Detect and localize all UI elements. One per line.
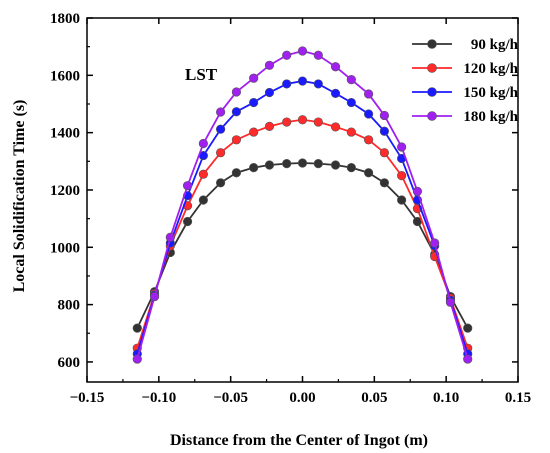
data-point (363, 135, 374, 145)
y-tick-label: 1800 (50, 11, 80, 27)
legend-marker (427, 63, 437, 73)
data-point (346, 75, 356, 85)
data-point (216, 107, 226, 117)
data-point (397, 142, 407, 152)
legend-label: 180 kg/h (463, 109, 518, 125)
legend-label: 90 kg/h (471, 37, 519, 53)
data-point (249, 97, 259, 108)
data-point (282, 117, 292, 127)
data-point (330, 88, 341, 98)
x-tick-label: −0.05 (213, 390, 248, 406)
data-point (249, 127, 259, 137)
y-tick-label: 1400 (50, 126, 80, 142)
data-point (313, 117, 323, 127)
data-point (132, 323, 142, 333)
x-tick-label: 0.00 (289, 390, 315, 406)
data-point (397, 171, 407, 181)
data-point (297, 46, 308, 56)
data-point (313, 79, 323, 89)
data-point (363, 89, 374, 99)
legend-marker (427, 111, 437, 121)
x-tick-label: 0.15 (505, 390, 531, 406)
data-point (330, 62, 341, 72)
x-tick-label: −0.15 (70, 390, 105, 406)
series-4 (132, 46, 473, 364)
data-point (231, 107, 242, 117)
data-point (330, 160, 341, 170)
data-point (182, 181, 193, 191)
plot-layer (132, 46, 473, 364)
data-point (297, 115, 308, 125)
data-point (198, 169, 208, 179)
data-point (198, 195, 208, 205)
series-2 (132, 115, 473, 353)
legend-label: 120 kg/h (463, 61, 518, 77)
x-axis-label: Distance from the Center of Ingot (m) (170, 432, 428, 449)
data-point (216, 124, 226, 134)
data-point (379, 126, 389, 136)
legend-label: 150 kg/h (463, 85, 518, 101)
data-point (297, 76, 308, 86)
data-point (231, 135, 242, 145)
data-point (346, 97, 356, 108)
data-point (313, 50, 323, 60)
data-point (198, 138, 208, 149)
data-point (330, 122, 341, 132)
data-point (264, 87, 275, 98)
legend-entry: 150 kg/h (412, 85, 519, 101)
data-point (282, 79, 292, 89)
data-point (182, 216, 193, 227)
y-tick-label: 1000 (50, 240, 80, 256)
x-tick-label: −0.10 (141, 390, 176, 406)
legend: 90 kg/h 120 kg/h 150 kg/h 180 kg/h (412, 37, 519, 125)
x-tick-label: 0.05 (361, 390, 387, 406)
legend-marker (427, 87, 437, 97)
x-tick-label: 0.10 (433, 390, 459, 406)
legend-marker (427, 39, 437, 49)
data-point (379, 148, 389, 158)
data-point (216, 178, 226, 188)
data-point (149, 291, 160, 302)
y-tick-label: 800 (58, 298, 81, 314)
data-point (282, 159, 292, 169)
axes-layer: −0.15 −0.10 −0.05 0.00 0.05 0.10 0.15 600 800 100… (50, 11, 531, 406)
data-point (430, 238, 440, 248)
lst-annotation: LST (185, 65, 218, 84)
plot-frame (86, 17, 519, 383)
data-point (363, 109, 374, 119)
data-point (379, 110, 389, 121)
data-point (249, 73, 259, 83)
data-point (379, 178, 389, 188)
data-point (412, 186, 423, 197)
legend-entry: 180 kg/h (412, 109, 519, 125)
data-point (264, 121, 275, 131)
series-line (136, 118, 469, 349)
data-point (445, 297, 456, 307)
data-point (264, 60, 275, 70)
data-point (249, 163, 259, 173)
data-point (231, 168, 242, 178)
legend-entry: 120 kg/h (412, 61, 519, 77)
data-point (231, 87, 242, 97)
data-point (282, 50, 292, 60)
data-point (346, 163, 356, 173)
data-point (346, 127, 356, 137)
data-point (397, 195, 407, 205)
data-point (165, 232, 175, 242)
data-point (264, 160, 275, 170)
y-tick-label: 600 (58, 355, 81, 371)
data-point (463, 323, 473, 333)
y-tick-label: 1600 (50, 68, 80, 84)
data-point (297, 158, 308, 168)
data-point (132, 354, 142, 364)
data-point (363, 168, 374, 178)
legend-entry: 90 kg/h (412, 37, 519, 53)
data-point (313, 159, 323, 169)
data-point (463, 354, 473, 364)
data-point (216, 148, 226, 158)
y-tick-label: 1200 (50, 183, 80, 199)
y-axis-label: Local Solidification Time (s) (11, 100, 28, 293)
